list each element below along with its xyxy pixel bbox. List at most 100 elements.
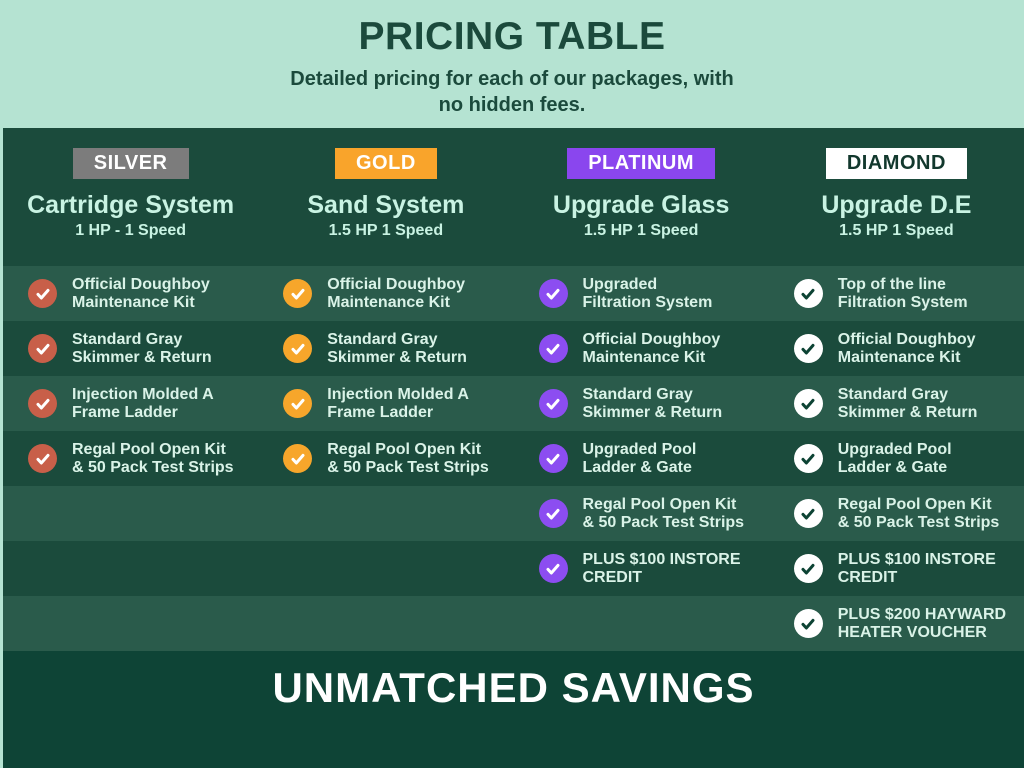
check-icon: [28, 444, 57, 473]
column-header-platinum: PLATINUM Upgrade Glass 1.5 HP 1 Speed: [514, 128, 769, 266]
feature-cell: [3, 541, 258, 596]
feature-cell: [258, 596, 513, 651]
feature-text: Regal Pool Open Kit & 50 Pack Test Strips: [837, 495, 1000, 531]
check-icon: [793, 499, 823, 528]
check-icon: [538, 279, 568, 308]
check-icon: [538, 499, 568, 528]
feature-cell: Upgraded Pool Ladder & Gate: [769, 431, 1024, 486]
column-title: Cartridge System: [27, 191, 235, 219]
feature-text: Injection Molded A Frame Ladder: [327, 385, 469, 421]
check-icon: [793, 279, 823, 308]
feature-cell: Regal Pool Open Kit & 50 Pack Test Strips: [514, 486, 769, 541]
check-icon: [793, 444, 823, 473]
feature-text: Standard Gray Skimmer & Return: [837, 385, 978, 421]
feature-row: PLUS $200 HAYWARD HEATER VOUCHER: [3, 596, 1024, 651]
feature-text: Regal Pool Open Kit & 50 Pack Test Strips: [327, 440, 489, 476]
feature-cell: [258, 541, 513, 596]
feature-cell: [3, 596, 258, 651]
check-icon: [283, 334, 313, 363]
feature-text: PLUS $100 INSTORE CREDIT: [837, 550, 996, 586]
feature-text: PLUS $100 INSTORE CREDIT: [582, 550, 741, 586]
column-title: Upgrade D.E: [821, 191, 972, 219]
feature-cell: Injection Molded A Frame Ladder: [258, 376, 513, 431]
feature-grid: Official Doughboy Maintenance Kit Official…: [3, 266, 1024, 651]
feature-text: Injection Molded A Frame Ladder: [72, 385, 214, 421]
feature-text: Standard Gray Skimmer & Return: [327, 330, 467, 366]
feature-text: Top of the line Filtration System: [837, 275, 968, 311]
feature-text: Standard Gray Skimmer & Return: [72, 330, 212, 366]
feature-cell: [514, 596, 769, 651]
column-subtitle: 1 HP - 1 Speed: [75, 222, 187, 239]
page-subtitle: Detailed pricing for each of our package…: [290, 68, 734, 116]
tier-badge: SILVER: [72, 148, 189, 179]
feature-cell: [258, 486, 513, 541]
feature-cell: Standard Gray Skimmer & Return: [3, 321, 258, 376]
check-icon: [538, 334, 568, 363]
feature-text: Regal Pool Open Kit & 50 Pack Test Strips: [582, 495, 745, 531]
feature-text: Official Doughboy Maintenance Kit: [72, 275, 210, 311]
feature-cell: Regal Pool Open Kit & 50 Pack Test Strips: [3, 431, 258, 486]
pricing-table: SILVER Cartridge System 1 HP - 1 Speed G…: [0, 128, 1024, 768]
column-subtitle: 1.5 HP 1 Speed: [328, 222, 444, 239]
check-icon: [793, 334, 823, 363]
feature-text: Official Doughboy Maintenance Kit: [327, 275, 466, 311]
feature-cell: [3, 486, 258, 541]
check-icon: [28, 279, 57, 308]
feature-text: Standard Gray Skimmer & Return: [582, 385, 723, 421]
page-title: PRICING TABLE: [358, 15, 666, 58]
feature-cell: Official Doughboy Maintenance Kit: [3, 266, 258, 321]
check-icon: [283, 444, 313, 473]
feature-cell: PLUS $200 HAYWARD HEATER VOUCHER: [769, 596, 1024, 651]
feature-text: Upgraded Filtration System: [582, 275, 713, 311]
feature-cell: Standard Gray Skimmer & Return: [514, 376, 769, 431]
column-subtitle: 1.5 HP 1 Speed: [839, 222, 954, 239]
feature-row: Injection Molded A Frame Ladder Injection …: [3, 376, 1024, 431]
feature-row: Regal Pool Open Kit & 50 Pack Test Strips…: [3, 431, 1024, 486]
feature-text: Upgraded Pool Ladder & Gate: [837, 440, 952, 476]
feature-text: Official Doughboy Maintenance Kit: [582, 330, 721, 366]
feature-cell: PLUS $100 INSTORE CREDIT: [514, 541, 769, 596]
feature-cell: Upgraded Pool Ladder & Gate: [514, 431, 769, 486]
savings-banner: UNMATCHED SAVINGS: [3, 651, 1024, 768]
feature-row: Official Doughboy Maintenance Kit Official…: [3, 266, 1024, 321]
check-icon: [793, 609, 823, 638]
check-icon: [538, 389, 568, 418]
feature-text: PLUS $200 HAYWARD HEATER VOUCHER: [837, 605, 1007, 641]
feature-cell: Upgraded Filtration System: [514, 266, 769, 321]
hero-header: PRICING TABLE Detailed pricing for each …: [0, 0, 1024, 128]
column-header-gold: GOLD Sand System 1.5 HP 1 Speed: [258, 128, 513, 266]
column-title: Sand System: [307, 191, 465, 219]
savings-banner-text: UNMATCHED SAVINGS: [272, 664, 755, 711]
feature-cell: Regal Pool Open Kit & 50 Pack Test Strips: [258, 431, 513, 486]
check-icon: [28, 334, 57, 363]
feature-cell: Official Doughboy Maintenance Kit: [769, 321, 1024, 376]
check-icon: [283, 389, 313, 418]
column-header-silver: SILVER Cartridge System 1 HP - 1 Speed: [3, 128, 258, 266]
column-header-diamond: DIAMOND Upgrade D.E 1.5 HP 1 Speed: [769, 128, 1024, 266]
tier-badge: PLATINUM: [567, 148, 716, 179]
feature-cell: Standard Gray Skimmer & Return: [769, 376, 1024, 431]
check-icon: [793, 389, 823, 418]
feature-cell: Standard Gray Skimmer & Return: [258, 321, 513, 376]
check-icon: [793, 554, 823, 583]
check-icon: [283, 279, 313, 308]
tier-badge: DIAMOND: [825, 148, 967, 179]
feature-cell: PLUS $100 INSTORE CREDIT: [769, 541, 1024, 596]
feature-text: Official Doughboy Maintenance Kit: [837, 330, 976, 366]
check-icon: [28, 389, 57, 418]
check-icon: [538, 444, 568, 473]
feature-cell: Top of the line Filtration System: [769, 266, 1024, 321]
check-icon: [538, 554, 568, 583]
column-title: Upgrade Glass: [552, 191, 730, 219]
feature-cell: Official Doughboy Maintenance Kit: [258, 266, 513, 321]
feature-cell: Official Doughboy Maintenance Kit: [514, 321, 769, 376]
tier-badge: GOLD: [334, 148, 437, 179]
feature-cell: Injection Molded A Frame Ladder: [3, 376, 258, 431]
feature-cell: Regal Pool Open Kit & 50 Pack Test Strips: [769, 486, 1024, 541]
feature-text: Upgraded Pool Ladder & Gate: [582, 440, 697, 476]
feature-row: Standard Gray Skimmer & Return Standard Gr…: [3, 321, 1024, 376]
column-subtitle: 1.5 HP 1 Speed: [583, 222, 699, 239]
feature-text: Regal Pool Open Kit & 50 Pack Test Strips: [72, 440, 234, 476]
feature-row: PLUS $100 INSTORE CREDIT PLUS $100 INSTORE…: [3, 541, 1024, 596]
